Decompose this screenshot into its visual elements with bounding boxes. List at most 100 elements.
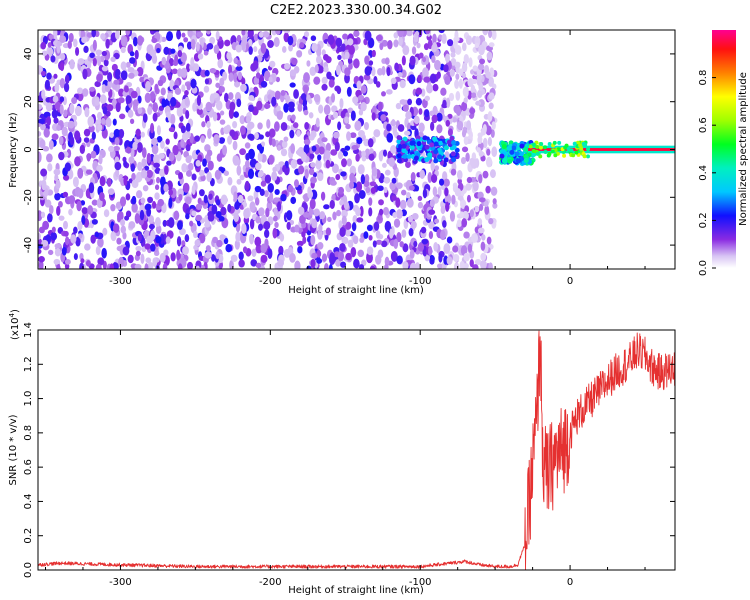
spectrogram-x-label: Height of straight line (km) xyxy=(288,285,424,296)
spectrogram-cell xyxy=(180,67,188,78)
spectrogram-cell xyxy=(67,120,75,129)
spectrogram-cell xyxy=(127,254,134,264)
spectrogram-cell xyxy=(255,244,263,254)
spectrogram-cell xyxy=(346,131,351,141)
spectrogram-cell xyxy=(329,199,335,210)
spectrogram-cell xyxy=(433,241,439,252)
spectrogram-cell xyxy=(368,153,375,161)
spectrogram-cell xyxy=(46,153,53,163)
spectrogram-cell xyxy=(359,237,365,243)
spectrogram-cell xyxy=(110,230,117,242)
spectrogram-cell xyxy=(238,259,245,268)
spectrogram-cell xyxy=(434,59,441,71)
spectrogram-cell xyxy=(127,109,134,118)
spectrogram-cell xyxy=(399,79,406,89)
spectrogram-cell xyxy=(396,135,402,141)
spectrogram-cell xyxy=(46,115,52,126)
spectrogram-y-tick-label: 20 xyxy=(23,95,34,108)
spectrogram-cell xyxy=(384,263,389,269)
spectrogram-cell xyxy=(453,38,458,50)
spectrogram-cell xyxy=(151,137,158,146)
spectrogram-cell xyxy=(337,121,342,131)
spectrogram-cell xyxy=(81,215,86,225)
spectrogram-cell xyxy=(137,35,144,46)
spectrogram-cell xyxy=(464,87,469,98)
spectrogram-cell xyxy=(115,168,120,178)
spectrogram-cell xyxy=(77,188,84,199)
spectrogram-cell xyxy=(328,263,333,269)
spectrogram-cell xyxy=(387,39,393,50)
spectrogram-cell xyxy=(227,135,233,145)
spectrogram-cell xyxy=(87,116,95,127)
spectrogram-cell xyxy=(418,52,424,59)
spectrogram-cell xyxy=(402,243,409,253)
spectrogram-cell xyxy=(509,149,515,155)
spectrogram-cell xyxy=(233,212,239,223)
spectrogram-cell xyxy=(480,241,486,251)
spectrogram-cell xyxy=(443,243,451,255)
spectrogram-cell xyxy=(427,152,433,158)
spectrogram-cell xyxy=(429,142,435,148)
spectrogram-cell xyxy=(147,196,154,204)
spectrogram-cell xyxy=(241,223,247,235)
spectrogram-cell xyxy=(200,265,206,269)
spectrogram-cell xyxy=(450,168,457,176)
spectrogram-cell xyxy=(432,33,437,44)
spectrogram-cell xyxy=(446,236,453,244)
spectrogram-cell xyxy=(206,30,211,35)
spectrogram-cell xyxy=(423,115,430,121)
spectrogram-cell xyxy=(535,151,540,156)
spectrogram-cell xyxy=(550,149,555,154)
spectrogram-cell xyxy=(215,251,220,260)
spectrogram-cell xyxy=(156,135,163,143)
spectrogram-cell xyxy=(401,55,406,66)
spectrogram-cell xyxy=(424,144,430,150)
spectrogram-cell xyxy=(454,61,461,69)
spectrogram-cell xyxy=(364,30,372,41)
spectrogram-cell xyxy=(289,69,297,77)
spectrogram-cell xyxy=(191,184,196,196)
spectrogram-cell xyxy=(296,50,303,58)
spectrogram-cell xyxy=(349,181,355,190)
spectrogram-cell xyxy=(296,148,302,156)
spectrogram-cell xyxy=(101,84,107,94)
spectrogram-cell xyxy=(429,73,437,84)
spectrogram-cell xyxy=(438,140,444,146)
spectrogram-cell xyxy=(177,49,183,58)
spectrogram-cell xyxy=(488,92,495,100)
spectrogram-cell xyxy=(205,245,211,252)
spectrogram-cell xyxy=(488,78,494,87)
spectrogram-cell xyxy=(310,35,317,42)
spectrogram-cell xyxy=(40,123,46,131)
spectrogram-cell xyxy=(264,190,269,198)
spectrogram-cell xyxy=(310,162,316,168)
spectrogram-cell xyxy=(398,36,403,47)
spectrogram-cell xyxy=(223,170,230,176)
spectrogram-cell xyxy=(322,54,329,61)
spectrogram-cell xyxy=(152,102,159,113)
spectrogram-cell xyxy=(491,30,497,40)
spectrogram-cell xyxy=(59,35,67,43)
spectrogram-cell xyxy=(202,158,207,167)
spectrogram-cell xyxy=(444,75,451,85)
spectrogram-cell xyxy=(438,178,445,186)
spectrogram-cell xyxy=(253,46,258,53)
spectrogram-cell xyxy=(290,143,296,154)
spectrogram-cell xyxy=(74,156,81,167)
spectrogram-cell xyxy=(164,165,169,176)
spectrogram-cell xyxy=(172,144,179,156)
spectrogram-cell xyxy=(318,223,323,233)
spectrogram-cell xyxy=(480,127,487,136)
spectrogram-cell xyxy=(245,153,250,161)
spectrogram-cell xyxy=(375,34,383,42)
spectrogram-cell xyxy=(190,57,195,67)
spectrogram-cell xyxy=(248,94,255,101)
spectrogram-cell xyxy=(84,243,91,251)
spectrogram-cell xyxy=(350,110,356,121)
spectrogram-cell xyxy=(75,236,81,247)
spectrogram-cell xyxy=(250,259,258,267)
spectrogram-cell xyxy=(107,71,113,82)
spectrogram-cell xyxy=(250,63,257,72)
spectrogram-cell xyxy=(459,211,465,218)
spectrogram-cell xyxy=(160,87,166,96)
